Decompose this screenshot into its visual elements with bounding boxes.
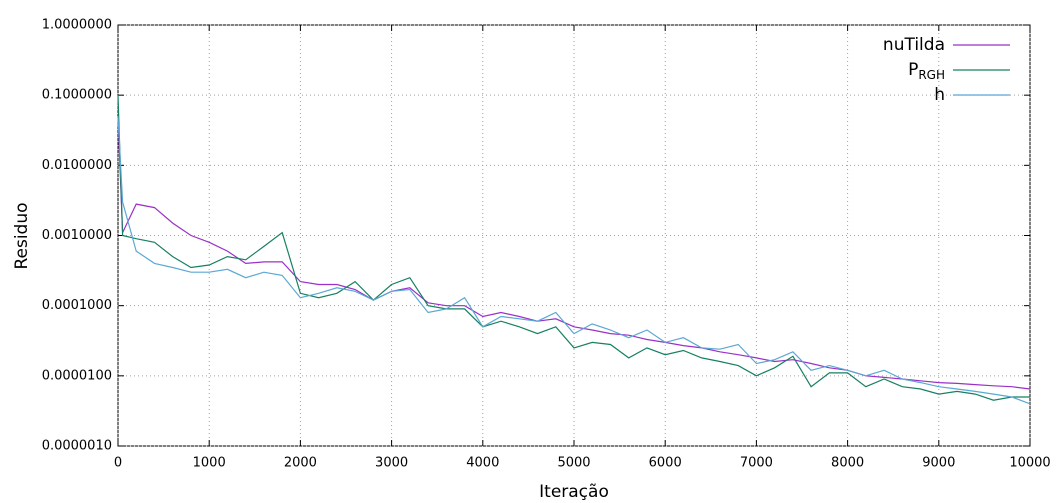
x-tick-label: 2000 (284, 456, 317, 471)
y-tick-label: 0.1000000 (42, 88, 112, 103)
legend-label-main: P (908, 60, 918, 80)
x-tick-label: 10000 (1009, 456, 1050, 471)
x-axis-label: Iteração (539, 482, 609, 502)
series-line (117, 116, 1031, 405)
x-tick-label: 4000 (466, 456, 499, 471)
y-tick-label: 0.0001000 (42, 298, 112, 313)
y-tick-label: 1.0000000 (42, 18, 112, 33)
legend-label: PRGH (908, 60, 945, 82)
legend-label-sub: RGH (918, 68, 945, 82)
x-tick-label: 5000 (557, 456, 590, 471)
x-tick-label: 3000 (375, 456, 408, 471)
legend-label: nuTilda (883, 35, 945, 55)
x-tick-label: 6000 (649, 456, 682, 471)
x-tick-label: 8000 (831, 456, 864, 471)
y-axis-label: Residuo (12, 202, 32, 269)
y-tick-label: 0.0100000 (42, 158, 112, 173)
y-tick-label: 0.0000100 (42, 368, 112, 383)
x-tick-label: 7000 (740, 456, 773, 471)
x-tick-label: 0 (114, 456, 122, 471)
legend-label-main: h (934, 85, 945, 105)
y-tick-label: 0.0010000 (42, 228, 112, 243)
series-line (117, 95, 1030, 401)
x-tick-label: 1000 (193, 456, 226, 471)
x-tick-label: 9000 (922, 456, 955, 471)
legend-label-main: nuTilda (883, 35, 945, 55)
y-tick-label: 0.0000010 (42, 439, 112, 454)
legend-label: h (934, 85, 945, 105)
